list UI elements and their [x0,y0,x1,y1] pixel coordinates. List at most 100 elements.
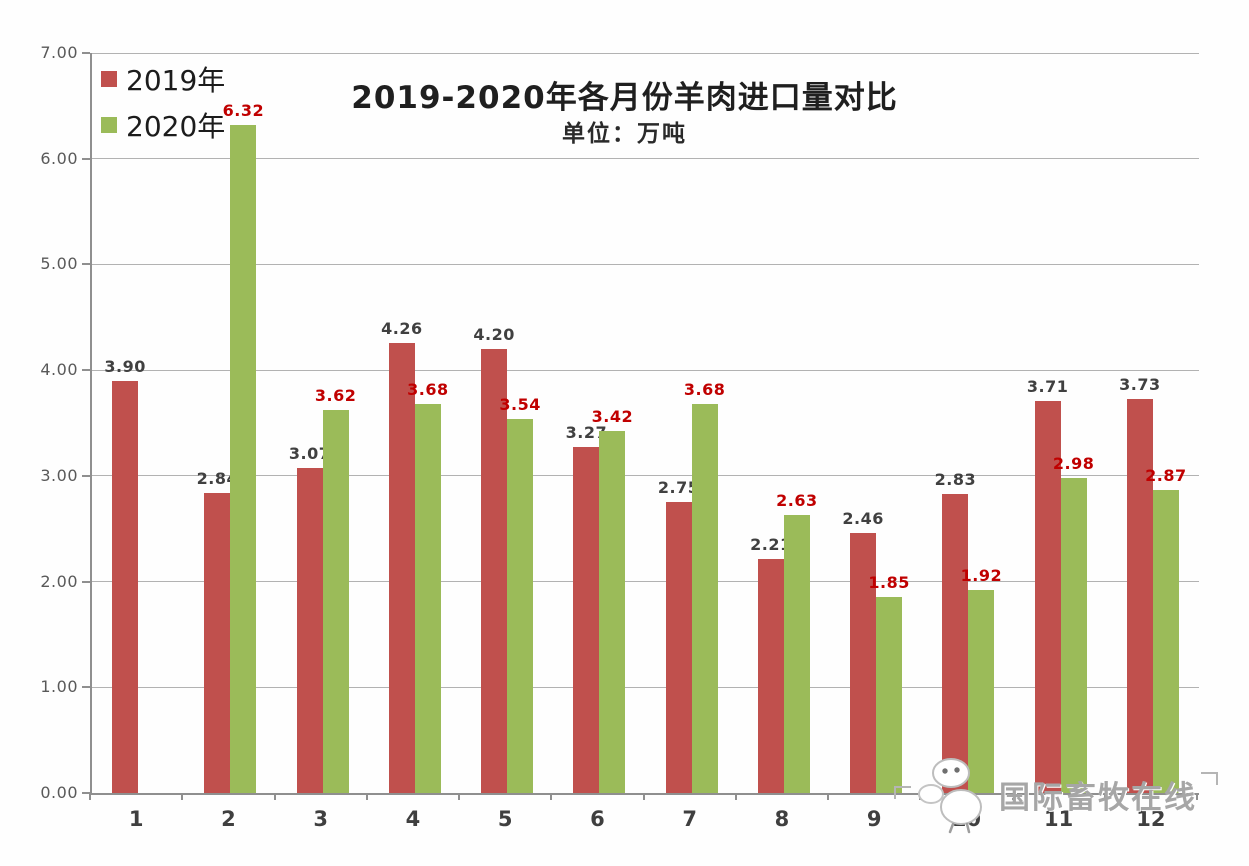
x-tick [642,793,645,800]
bar-value-label-2019年-month-2: 2.84 [196,468,239,488]
legend-label-2020: 2020年 [126,110,226,143]
bar-2019年-month-7 [665,502,692,793]
bar-2020年-month-4 [414,403,441,793]
watermark-bracket-right-icon [1201,772,1218,785]
bar-value-label-2020年-month-2: 6.32 [222,100,265,120]
x-axis-label-4: 4 [405,807,421,831]
bar-2019年-month-6 [573,447,600,793]
y-axis-label: 0.00 [40,783,78,802]
bar-value-label-2020年-month-11: 2.98 [1052,453,1095,473]
bar-2019年-month-8 [757,559,784,793]
x-axis-label-11: 11 [1044,807,1074,831]
x-axis-label-2: 2 [221,807,236,831]
bar-value-label-2019年-month-8: 2.21 [750,535,792,555]
bar-2019年-month-2 [204,492,231,793]
bar-value-label-2020年-month-10: 1.92 [960,566,1003,586]
chart-title: 2019-2020年各月份羊肉进口量对比 [351,80,898,116]
bar-2019年-month-4 [388,342,415,793]
bar-value-label-2020年-month-4: 3.68 [407,379,449,399]
gridline-1.00 [92,686,1199,688]
bar-2020年-month-3 [322,410,349,793]
x-tick [273,793,276,800]
bar-value-label-2019年-month-11: 3.71 [1026,376,1069,396]
x-tick [827,793,829,800]
legend-label-2019: 2019年 [126,64,226,97]
y-tick [82,580,90,583]
x-axis-label-3: 3 [313,807,328,831]
x-tick [550,793,553,800]
y-tick [82,157,90,160]
y-tick [82,474,90,477]
x-tick [1196,793,1198,800]
bar-value-label-2020年-month-9: 1.85 [868,573,910,593]
plot-area: 3.90 2.84 6.32 3.07 3.62 4.26 3.68 4.20 3.54 3.27… [90,52,1199,795]
bar-value-label-2020年-month-6: 3.42 [591,407,634,427]
chart-subtitle: 单位：万吨 [562,121,687,147]
bar-value-label-2019年-month-3: 3.07 [288,444,331,464]
y-tick [82,369,90,372]
y-axis-label: 6.00 [40,148,78,168]
x-axis-label-5: 5 [497,807,513,831]
y-axis-label: 3.00 [40,465,78,485]
bar-value-label-2019年-month-6: 3.27 [565,423,608,443]
bar-2020年-month-7 [691,403,718,793]
legend-swatch-2019 [101,71,117,87]
bar-2020年-month-5 [507,418,534,793]
x-tick [89,793,91,800]
bar-2020年-month-8 [783,514,810,793]
sheep-mascot-icon [917,756,995,840]
x-axis-label-1: 1 [128,807,144,831]
bar-value-label-2020年-month-7: 3.68 [683,379,726,399]
gridline-4.00 [92,369,1199,371]
y-axis-label: 2.00 [40,571,78,591]
x-axis-label-7: 7 [682,807,697,831]
watermark-text: 国际畜牧在线 [999,780,1197,816]
legend-swatch-2020 [101,117,117,133]
bar-2019年-month-1 [112,380,139,793]
bar-value-label-2019年-month-9: 2.46 [842,508,884,528]
x-axis-label-6: 6 [590,807,605,831]
legend-item-2020: 2020年 [101,102,225,148]
bar-2019年-month-10 [942,493,969,793]
bar-value-label-2019年-month-7: 2.75 [657,478,700,498]
x-axis-label-9: 9 [866,807,882,831]
gridline-6.00 [92,158,1199,160]
x-axis-label-12: 12 [1136,807,1166,831]
x-tick [1103,793,1106,800]
bar-2019年-month-9 [850,532,877,793]
x-tick [734,793,737,800]
bar-value-label-2020年-month-5: 3.54 [499,394,541,414]
bar-value-label-2020年-month-3: 3.62 [314,386,357,406]
bar-2020年-month-11 [1060,477,1087,793]
x-tick [181,793,184,800]
gridline-7.00 [92,52,1199,54]
x-tick [458,793,460,800]
gridline-5.00 [92,263,1199,265]
bar-value-label-2019年-month-12: 3.73 [1119,374,1161,394]
bar-value-label-2020年-month-8: 2.63 [776,490,818,510]
bar-2019年-month-3 [296,468,323,793]
y-tick [82,792,90,794]
y-tick [82,686,90,689]
y-tick [82,52,90,54]
bar-value-label-2019年-month-10: 2.83 [934,469,977,489]
bar-2020年-month-6 [599,431,626,793]
bar-value-label-2019年-month-5: 4.20 [473,325,515,344]
bar-2019年-month-11 [1034,400,1061,793]
bar-2020年-month-12 [1152,489,1179,793]
bar-2020年-month-9 [876,597,903,793]
bar-value-label-2020年-month-12: 2.87 [1145,465,1187,485]
watermark-bracket-left-icon [894,786,911,799]
bar-2020年-month-2 [230,124,257,793]
bar-2019年-month-12 [1126,398,1153,793]
x-tick [1011,793,1014,800]
gridline-3.00 [92,475,1199,477]
x-tick [365,793,368,800]
bar-value-label-2019年-month-4: 4.26 [381,318,423,338]
x-axis-label-8: 8 [774,807,790,831]
legend-item-2019: 2019年 [101,56,225,102]
y-axis-label: 5.00 [40,254,78,274]
bar-2020年-month-10 [968,590,995,793]
gridline-2.00 [92,581,1199,583]
